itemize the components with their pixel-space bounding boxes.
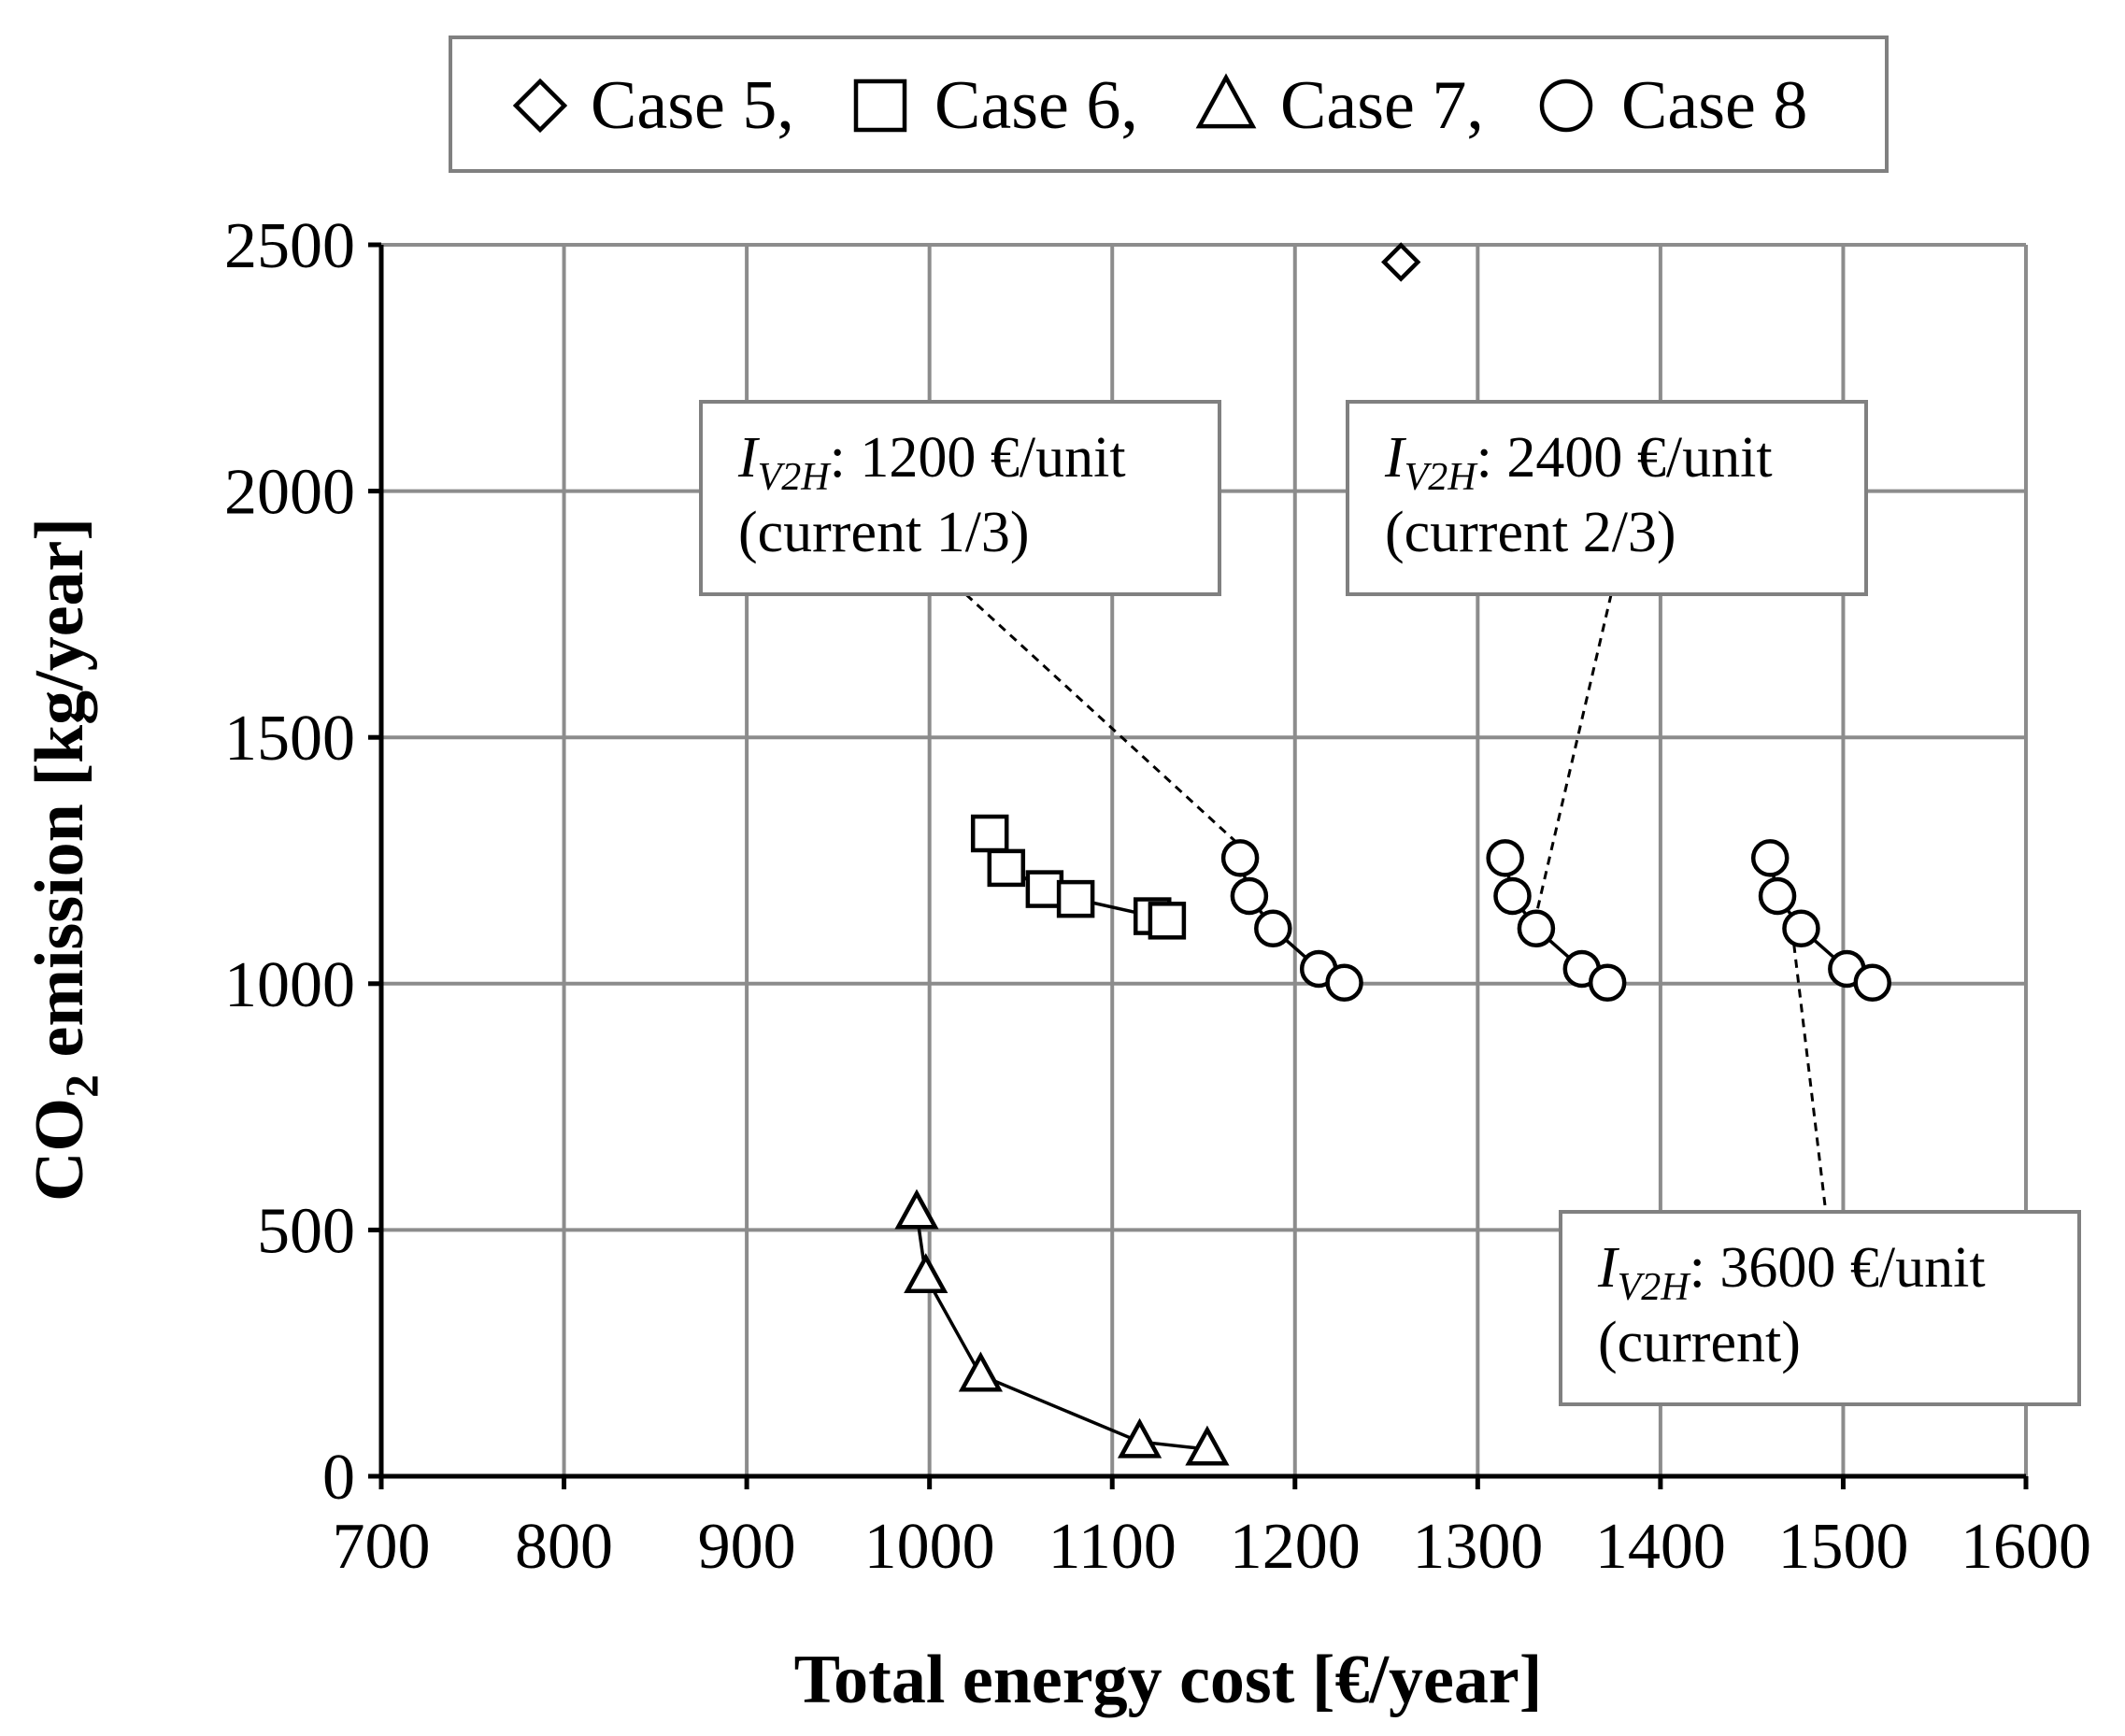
axes [378,245,2026,1479]
legend-item-square: Case 6, [853,67,1138,144]
legend-label: Case 6, [934,67,1138,144]
annotation-symbol: I [737,426,761,490]
data-point-square [970,814,1009,853]
legend-marker-square [853,78,907,133]
y-tick-label: 1500 [224,703,355,775]
x-tick-label: 1200 [1230,1511,1361,1583]
legend-label: Case 7, [1280,67,1484,144]
y-axis-title: CO2 emission [kg/year] [21,518,107,1202]
data-point-circle [1853,963,1891,1002]
annotation-box: IV2H: 3600 €/unit(current) [1559,1210,2081,1406]
annotations: IV2H: 1200 €/unit(current 1/3)IV2H: 2400… [699,400,2081,1406]
legend-label: Case 8 [1621,67,1807,144]
x-tick-label: 900 [698,1511,796,1583]
annotation-value: : 1200 €/unit [830,426,1126,490]
annotation-value: : 3600 €/unit [1690,1236,1986,1300]
series-case-8 [1220,839,1363,1002]
legend-item-triangle: Case 7, [1195,67,1484,144]
series-line [915,1212,1208,1451]
data-point-circle [1493,876,1532,916]
data-point-square [1148,902,1187,940]
legend-label: Case 5, [591,67,794,144]
annotation-line-1: IV2H: 1200 €/unit [737,426,1126,499]
y-tick-label: 2500 [224,210,355,282]
data-point-triangle [1185,1425,1230,1466]
series-case-8 [1750,839,1891,1002]
data-point-triangle [958,1351,1004,1392]
data-point-circle [1220,839,1260,877]
annotation-box: IV2H: 1200 €/unit(current 1/3) [699,400,1221,596]
data-point-triangle [904,1253,948,1294]
data-point-square [1025,870,1064,908]
legend-marker-triangle [1195,73,1257,129]
data-point-circle [1588,963,1627,1002]
x-tick-label: 1400 [1595,1511,1726,1583]
data-point-triangle [894,1188,939,1230]
legend-marker-circle [1539,78,1593,133]
annotation-leader-line [1534,593,1613,916]
annotation-box: IV2H: 2400 €/unit(current 2/3) [1346,400,1868,596]
annotation-frame [1559,1210,2081,1406]
x-tick-label: 1500 [1777,1511,1908,1583]
annotation-value: : 2400 €/unit [1476,426,1773,490]
y-tick-label: 2000 [224,457,355,529]
data-point-triangle [1117,1417,1162,1459]
annotation-line-1: IV2H: 3600 €/unit [1597,1236,1986,1309]
y-axis-title-subscript: 2 [55,1074,107,1098]
x-tick-label: 1300 [1412,1511,1543,1583]
y-tick-label: 0 [322,1442,355,1514]
data-point-circle [1517,909,1556,948]
x-tick-label: 800 [515,1511,613,1583]
data-point-circle [1782,909,1820,948]
annotation-line-1: IV2H: 2400 €/unit [1384,426,1773,499]
legend-box [449,36,1889,173]
x-tick-label: 1100 [1048,1511,1177,1583]
data-point-diamond [1381,242,1421,282]
data-point-circle [1254,909,1292,948]
annotation-symbol: I [1597,1236,1620,1300]
annotation-line-2: (current 2/3) [1385,501,1676,564]
annotation-frame [1346,400,1868,596]
y-axis-title-main: CO [21,1098,98,1202]
annotation-leader-line [1790,928,1829,1221]
y-tick-label: 1000 [224,949,355,1021]
data-point-circle [1486,839,1524,877]
series-case-7 [894,1188,1230,1466]
series-case-8 [1486,839,1627,1002]
annotation-leaders [964,593,1829,1221]
data-point-circle [1230,876,1269,916]
annotation-subscript: V2H [758,456,833,499]
x-tick-label: 1600 [1961,1511,2091,1583]
data-point-circle [1758,876,1797,916]
annotation-line-2: (current 1/3) [738,501,1030,564]
annotation-frame [699,400,1221,596]
data-point-square [987,848,1026,888]
tick-labels: 700 800 900 1000 1100 1200 1300 1400 1500 1600 0 50… [224,210,2091,1583]
annotation-subscript: V2H [1618,1266,1692,1309]
legend-item-diamond: Case 5, [512,67,794,144]
data-point-circle [1750,839,1790,877]
x-tick-label: 1000 [864,1511,995,1583]
series-case-5 [1381,242,1421,282]
legend-item-circle: Case 8 [1539,67,1807,144]
series-case-6 [970,814,1187,940]
y-tick-label: 500 [257,1195,355,1267]
y-axis-title-rest: emission [kg/year] [21,518,98,1074]
legend-marker-diamond [512,78,568,134]
annotation-subscript: V2H [1405,456,1479,499]
annotation-symbol: I [1384,426,1407,490]
annotation-line-2: (current) [1598,1311,1801,1374]
data-point-circle [1325,963,1363,1002]
x-tick-label: 700 [333,1511,431,1583]
data-point-square [1056,879,1095,918]
series [894,242,1891,1466]
x-axis-title: Total energy cost [€/year] [794,1642,1543,1718]
legend: Case 5, Case 6, Case 7, Case 8 [449,36,1889,173]
annotation-leader-line [964,593,1242,847]
